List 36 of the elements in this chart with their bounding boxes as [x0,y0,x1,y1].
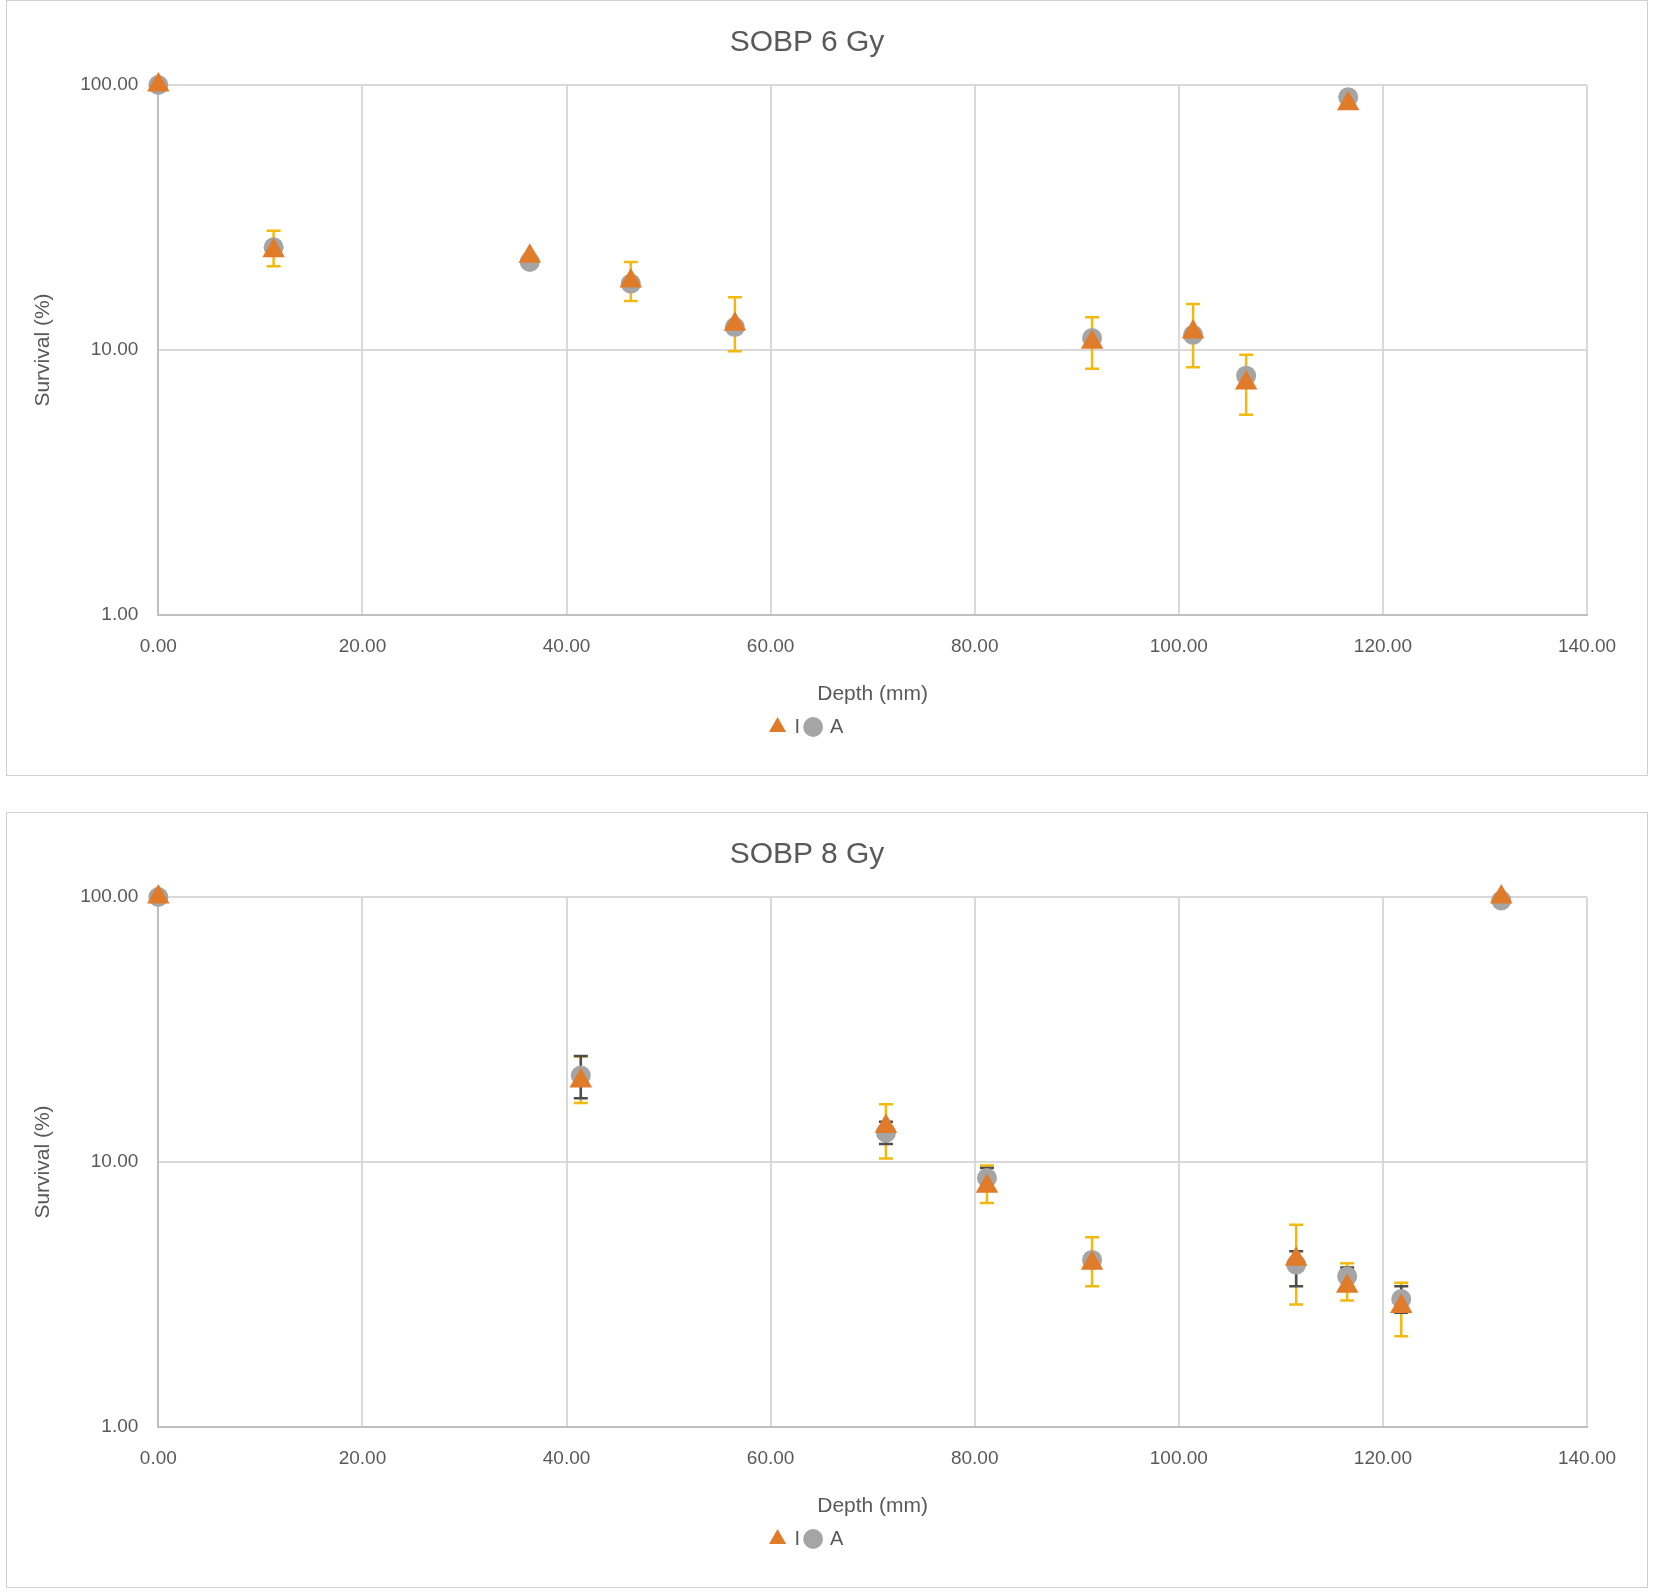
x-tick-label: 100.00 [1149,1446,1208,1468]
legend-label: A [830,714,845,737]
point [1335,1273,1359,1293]
x-tick-label: 20.00 [338,1446,387,1468]
y-axis-title: Survival (%) [30,293,54,407]
x-tick-label: 100.00 [1149,634,1208,656]
x-tick-label: 140.00 [1557,1446,1617,1468]
y-tick-label: 1.00 [101,603,139,625]
chart-title: SOBP 8 Gy [729,836,885,870]
x-tick-label: 60.00 [746,634,795,656]
x-tick-label: 40.00 [542,634,591,656]
x-tick-label: 0.00 [139,1446,177,1468]
x-axis-title: Depth (mm) [817,1493,929,1517]
x-tick-label: 40.00 [542,1446,591,1468]
chart-title: SOBP 6 Gy [729,24,885,58]
x-axis-title: Depth (mm) [817,681,929,705]
legend-label: A [830,1526,845,1549]
y-tick-label: 100.00 [80,73,139,95]
y-tick-label: 10.00 [90,1150,139,1172]
y-tick-label: 10.00 [90,338,139,360]
point [1284,1246,1308,1266]
x-tick-label: 20.00 [338,634,387,656]
x-tick-label: 60.00 [746,1446,795,1468]
x-tick-label: 120.00 [1353,634,1412,656]
y-axis-title: Survival (%) [30,1105,54,1219]
x-tick-label: 80.00 [950,634,999,656]
legend-label: I [794,714,801,737]
y-tick-label: 100.00 [80,885,139,907]
x-tick-label: 0.00 [139,634,177,656]
x-tick-label: 80.00 [950,1446,999,1468]
y-tick-label: 1.00 [101,1415,139,1437]
point [874,1113,898,1134]
point [975,1173,999,1193]
legend-label: I [794,1526,801,1549]
x-tick-label: 120.00 [1353,1446,1412,1468]
x-tick-label: 140.00 [1557,634,1617,656]
